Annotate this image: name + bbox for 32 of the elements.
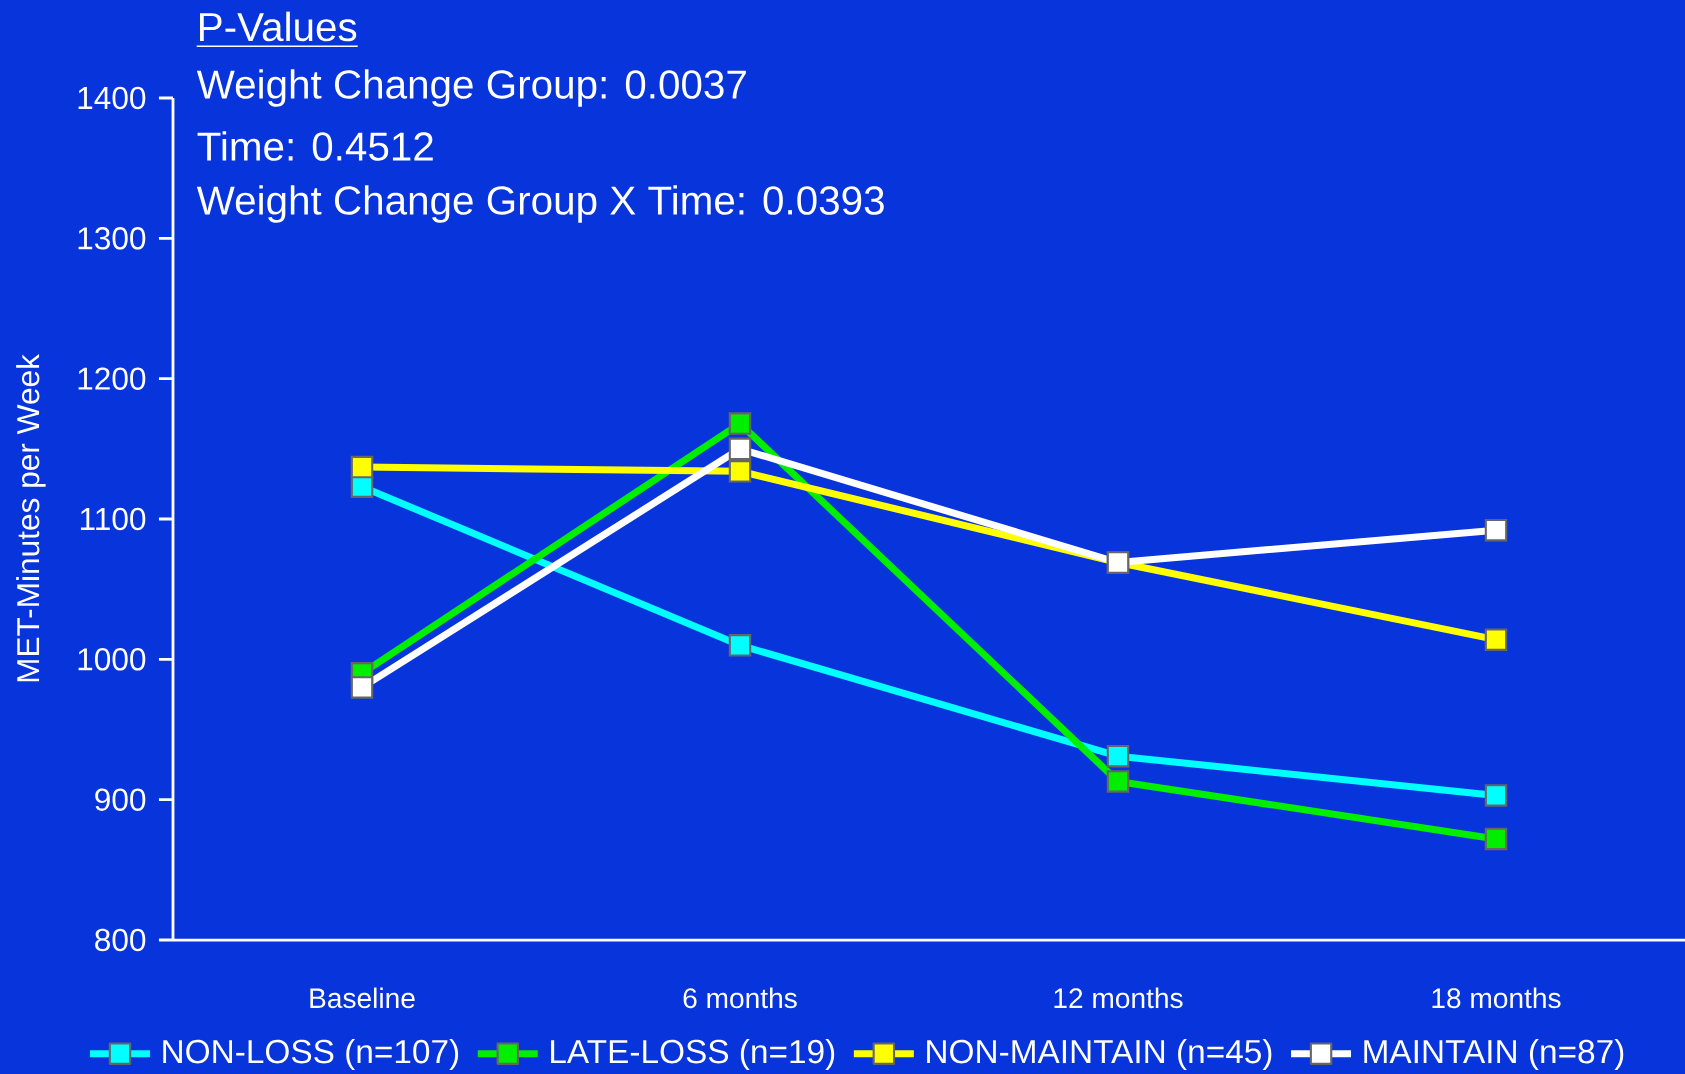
legend-label: NON-MAINTAIN (n=45) xyxy=(927,1038,1272,1070)
legend-label: MAINTAIN (n=87) xyxy=(1364,1038,1624,1070)
annotation: Time: 0.4512 xyxy=(197,131,433,161)
y-tick-label: 900 xyxy=(95,788,146,811)
point xyxy=(350,455,374,479)
point xyxy=(1106,744,1130,768)
point xyxy=(1484,784,1508,807)
point xyxy=(1484,628,1508,651)
x-tick-label: 12 months xyxy=(1054,987,1183,1009)
point xyxy=(1484,827,1508,851)
text: P-Values xyxy=(200,11,357,42)
annotation: Weight Change Group X Time: 0.0393 xyxy=(196,185,884,223)
y-axis-title: MET-Minutes per Week xyxy=(16,354,46,682)
legend-label: NON-LOSS (n=107) xyxy=(163,1038,459,1070)
annotation: Weight Change Group: 0.0037 xyxy=(196,69,746,107)
point xyxy=(350,676,374,699)
x-tick-label: 18 months xyxy=(1432,987,1561,1009)
y-tick-label: 1000 xyxy=(78,648,146,671)
y-tick-label: 800 xyxy=(95,928,146,952)
legend-label: LATE-LOSS (n=19) xyxy=(551,1038,835,1070)
point xyxy=(728,412,752,435)
y-tick-label: 1200 xyxy=(78,367,146,390)
point xyxy=(728,460,752,483)
y-tick-label: 1100 xyxy=(80,507,146,531)
point xyxy=(728,634,752,657)
x-tick-label: Baseline xyxy=(310,987,415,1009)
y-tick-label: 1400 xyxy=(78,86,146,110)
point xyxy=(1106,770,1130,793)
x-tick-label: 6 months xyxy=(683,987,797,1009)
y-tick-label: 1300 xyxy=(78,227,146,250)
point xyxy=(728,437,752,461)
point xyxy=(1484,518,1508,542)
